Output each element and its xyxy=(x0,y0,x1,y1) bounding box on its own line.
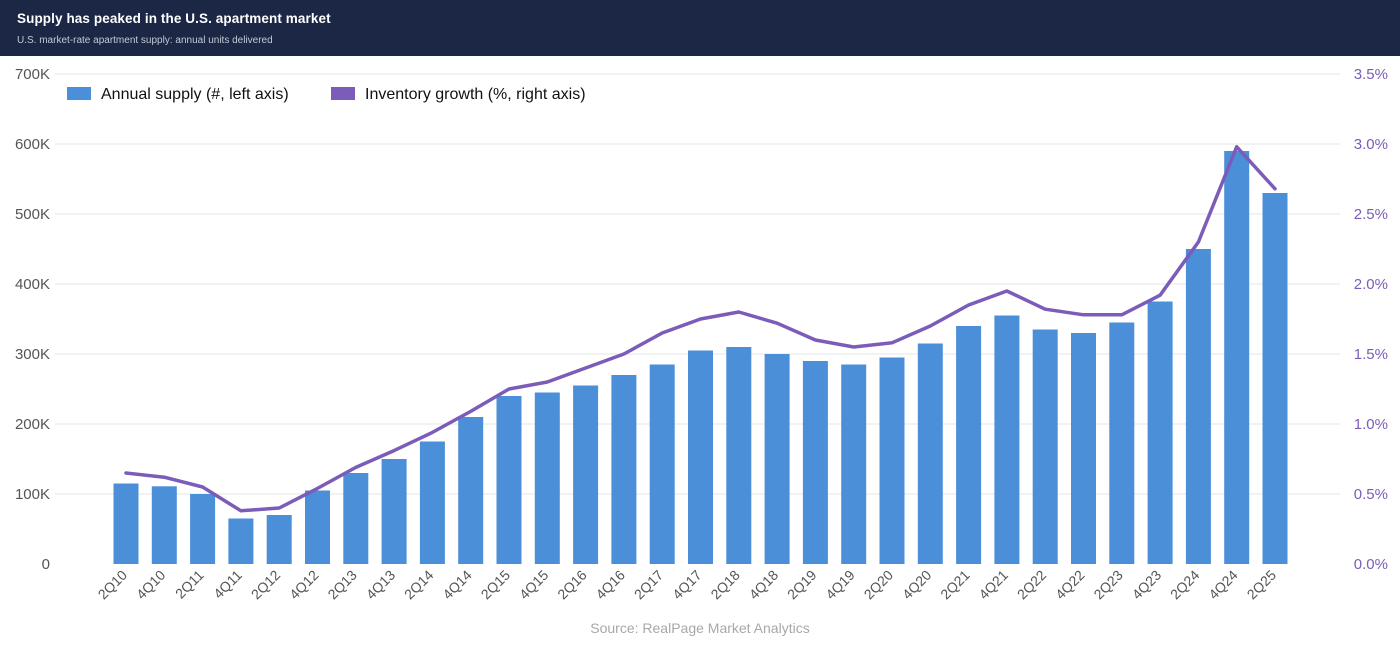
x-tick-label: 2Q23 xyxy=(1090,567,1126,603)
x-tick-label: 2Q17 xyxy=(631,567,667,603)
legend-label-growth: Inventory growth (%, right axis) xyxy=(365,86,586,103)
bar xyxy=(266,515,292,564)
x-tick-label: 2Q12 xyxy=(248,567,284,603)
x-tick-label: 2Q25 xyxy=(1244,567,1280,603)
bar xyxy=(190,494,216,564)
legend-swatch-growth xyxy=(331,87,355,100)
bar xyxy=(496,396,522,564)
right-axis-tick-label: 0.5% xyxy=(1354,486,1388,503)
bar xyxy=(1185,249,1211,564)
chart-title: Supply has peaked in the U.S. apartment … xyxy=(17,11,331,26)
right-axis-tick-label: 1.0% xyxy=(1354,416,1388,433)
inventory-growth-line xyxy=(124,145,1277,513)
bar xyxy=(381,459,407,564)
x-tick-label: 2Q13 xyxy=(324,567,360,603)
left-axis-tick-label: 600K xyxy=(15,136,50,153)
x-tick-label: 2Q18 xyxy=(707,567,743,603)
x-tick-label: 4Q17 xyxy=(669,567,705,603)
bar xyxy=(1224,151,1250,564)
bar xyxy=(151,486,177,564)
right-axis-tick-label: 3.5% xyxy=(1354,66,1388,83)
legend-label-supply: Annual supply (#, left axis) xyxy=(101,86,289,103)
x-tick-label: 4Q20 xyxy=(899,567,935,603)
bar xyxy=(305,490,330,564)
x-tick-label: 2Q22 xyxy=(1014,567,1050,603)
bar xyxy=(1109,322,1135,564)
bar xyxy=(343,473,369,564)
x-tick-label: 4Q18 xyxy=(746,567,782,603)
x-tick-label: 4Q13 xyxy=(363,567,399,603)
right-axis-tick-label: 2.5% xyxy=(1354,206,1388,223)
x-tick-label: 2Q11 xyxy=(172,567,207,602)
bar xyxy=(458,417,484,564)
bar xyxy=(1147,301,1173,564)
x-tick-label: 4Q22 xyxy=(1052,567,1088,603)
right-axis-tick-label: 2.0% xyxy=(1354,276,1388,293)
x-tick-label: 4Q11 xyxy=(210,567,245,602)
source-note: Source: RealPage Market Analytics xyxy=(590,620,810,636)
right-axis-tick-label: 0.0% xyxy=(1354,556,1388,573)
x-tick-label: 2Q15 xyxy=(478,567,514,603)
left-axis-tick-label: 200K xyxy=(15,416,50,433)
x-tick-label: 2Q10 xyxy=(95,567,131,603)
left-axis-tick-label: 700K xyxy=(15,66,50,83)
supply-chart: 0 100K 200K 300K 400K 500K 600K 700K 0.0% 0.5% 1.0… xyxy=(15,66,1388,603)
x-tick-label: 4Q16 xyxy=(592,567,628,603)
right-axis-tick-label: 3.0% xyxy=(1354,136,1388,153)
bar xyxy=(1262,193,1288,564)
bar xyxy=(802,361,828,564)
bar xyxy=(573,385,599,564)
chart-header: Supply has peaked in the U.S. apartment … xyxy=(0,0,1400,56)
x-tick-label: 2Q24 xyxy=(1167,567,1203,603)
x-tick-label: 4Q14 xyxy=(439,567,475,603)
bar xyxy=(113,483,139,564)
x-tick-label: 4Q21 xyxy=(975,567,1011,603)
bar xyxy=(688,350,713,564)
bar xyxy=(841,364,867,564)
x-tick-label: 4Q12 xyxy=(286,567,322,603)
left-axis-tick-label: 100K xyxy=(15,486,50,503)
x-tick-label: 2Q20 xyxy=(861,567,897,603)
x-tick-label: 4Q23 xyxy=(1129,567,1165,603)
left-axis-tick-label: 400K xyxy=(15,276,50,293)
bar xyxy=(649,364,675,564)
bar xyxy=(879,357,905,564)
x-tick-label: 4Q15 xyxy=(516,567,552,603)
bar xyxy=(419,441,445,564)
bar xyxy=(917,343,943,564)
right-axis-tick-label: 1.5% xyxy=(1354,346,1388,363)
bar xyxy=(956,326,982,564)
bar xyxy=(1032,329,1058,564)
bar xyxy=(994,315,1020,564)
bar xyxy=(764,354,790,564)
chart-subtitle: U.S. market-rate apartment supply: annua… xyxy=(17,35,273,46)
bar xyxy=(534,392,560,564)
x-tick-label: 2Q19 xyxy=(784,567,820,603)
left-axis-tick-label: 500K xyxy=(15,206,50,223)
bar xyxy=(1071,333,1096,564)
x-tick-label: 4Q10 xyxy=(133,567,169,603)
bar xyxy=(611,375,637,564)
left-axis-tick-label: 300K xyxy=(15,346,50,363)
x-tick-label: 2Q21 xyxy=(937,567,973,603)
x-tick-label: 2Q16 xyxy=(554,567,590,603)
bar xyxy=(726,347,752,564)
x-tick-label: 4Q24 xyxy=(1205,567,1241,603)
legend-swatch-supply xyxy=(67,87,91,100)
left-axis-tick-label: 0 xyxy=(42,556,50,573)
x-tick-label: 4Q19 xyxy=(822,567,858,603)
bar xyxy=(228,518,254,564)
x-tick-label: 2Q14 xyxy=(401,567,437,603)
